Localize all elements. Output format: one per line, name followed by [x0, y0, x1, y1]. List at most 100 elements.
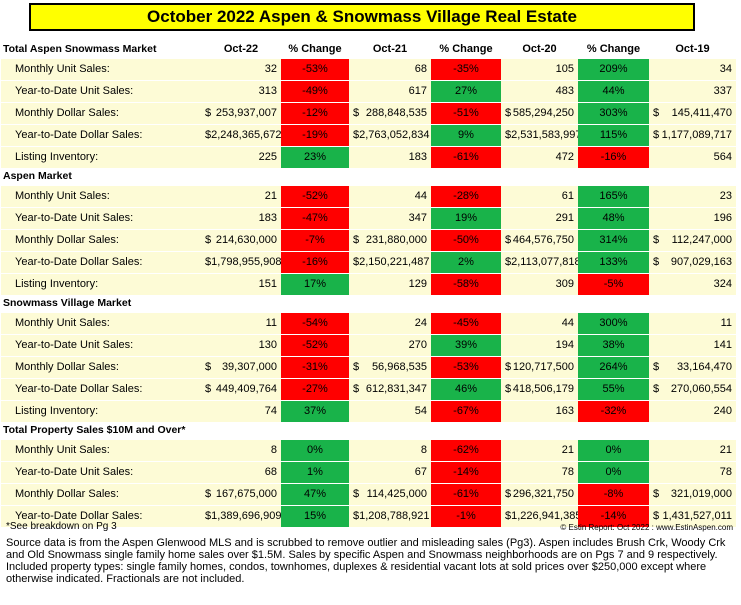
value-cell: $418,506,179: [501, 377, 578, 400]
percent-change-cell: 19%: [431, 206, 501, 229]
empty-header-cell: [281, 295, 349, 312]
value-cell: $612,831,347: [349, 377, 431, 400]
value-cell: $112,247,000: [649, 228, 736, 251]
dollar-sign: $: [505, 234, 512, 246]
percent-change-cell: -47%: [281, 206, 349, 229]
value-cell: $1,431,527,011: [649, 504, 736, 527]
value-cell: $231,880,000: [349, 228, 431, 251]
table-row: Monthly Unit Sales: 8 0% 8 -62% 21 0% 21: [1, 438, 736, 461]
column-header: % Change: [431, 41, 501, 58]
dollar-sign: $: [205, 383, 212, 395]
empty-header-cell: [501, 422, 578, 439]
value: 288,848,535: [365, 107, 427, 119]
value-cell: $214,630,000: [201, 228, 281, 251]
report-title: October 2022 Aspen & Snowmass Village Re…: [29, 3, 695, 31]
value-cell: 564: [649, 145, 736, 168]
value-cell: 151: [201, 272, 281, 295]
dollar-sign: $: [205, 510, 212, 523]
row-label: Year-to-Date Unit Sales:: [1, 79, 201, 102]
dollar-sign: $: [653, 107, 660, 119]
dollar-sign: $: [653, 129, 660, 141]
percent-change-cell: -14%: [578, 504, 649, 527]
percent-change-cell: -50%: [431, 228, 501, 251]
percent-change-cell: -28%: [431, 184, 501, 207]
row-label: Year-to-Date Dollar Sales:: [1, 250, 201, 273]
table-row: Year-to-Date Unit Sales: 130 -52% 270 39% 194…: [1, 333, 736, 356]
table-row: Listing Inventory: 225 23% 183 -61% 472 -16% 56…: [1, 145, 736, 168]
column-header: Oct-22: [201, 41, 281, 58]
value-cell: 78: [501, 460, 578, 483]
percent-change-cell: 165%: [578, 184, 649, 207]
value-cell: $2,763,052,834: [349, 123, 431, 146]
value-cell: 23: [649, 184, 736, 207]
value-cell: 163: [501, 399, 578, 422]
value-cell: 617: [349, 79, 431, 102]
dollar-sign: $: [205, 107, 212, 119]
value-cell: 183: [201, 206, 281, 229]
value-cell: 183: [349, 145, 431, 168]
dollar-sign: $: [353, 129, 360, 141]
value-cell: 34: [649, 57, 736, 80]
value-cell: $2,150,221,487: [349, 250, 431, 273]
row-label: Year-to-Date Dollar Sales:: [1, 377, 201, 400]
value-cell: 8: [201, 438, 281, 461]
value: 1,798,955,908: [211, 256, 281, 268]
empty-header-cell: [201, 422, 281, 439]
value: 585,294,250: [512, 107, 574, 119]
row-label: Monthly Dollar Sales:: [1, 482, 201, 505]
section-header: Total Aspen Snowmass Market Oct-22% Chang…: [1, 41, 736, 58]
percent-change-cell: 0%: [578, 460, 649, 483]
percent-change-cell: -19%: [281, 123, 349, 146]
value: 296,321,750: [512, 488, 574, 500]
section-title: Total Property Sales $10M and Over*: [1, 422, 201, 439]
value-cell: $321,019,000: [649, 482, 736, 505]
dollar-sign: $: [505, 383, 512, 395]
value-cell: 196: [649, 206, 736, 229]
dollar-sign: $: [353, 234, 360, 246]
value: 1,389,696,909: [211, 510, 281, 523]
dollar-sign: $: [205, 129, 212, 141]
value-cell: 324: [649, 272, 736, 295]
value: 2,150,221,487: [359, 256, 430, 268]
value: 907,029,163: [670, 256, 732, 268]
dollar-sign: $: [653, 361, 660, 373]
percent-change-cell: -62%: [431, 438, 501, 461]
value-cell: $2,113,077,818: [501, 250, 578, 273]
percent-change-cell: 39%: [431, 333, 501, 356]
row-label: Monthly Unit Sales:: [1, 184, 201, 207]
table-row: Year-to-Date Dollar Sales: $1,798,955,908…: [1, 250, 736, 273]
percent-change-cell: 0%: [281, 438, 349, 461]
value-cell: 61: [501, 184, 578, 207]
value-cell: $449,409,764: [201, 377, 281, 400]
empty-header-cell: [349, 295, 431, 312]
percent-change-cell: -35%: [431, 57, 501, 80]
percent-change-cell: -61%: [431, 145, 501, 168]
value: 1,208,788,921: [359, 510, 430, 523]
value-cell: 240: [649, 399, 736, 422]
value: 1,177,089,717: [661, 129, 732, 141]
empty-header-cell: [201, 168, 281, 185]
value-cell: $253,937,007: [201, 101, 281, 124]
value-cell: 21: [649, 438, 736, 461]
empty-header-cell: [431, 295, 501, 312]
empty-header-cell: [281, 168, 349, 185]
percent-change-cell: 9%: [431, 123, 501, 146]
percent-change-cell: 133%: [578, 250, 649, 273]
section-title: Aspen Market: [1, 168, 201, 185]
empty-header-cell: [431, 168, 501, 185]
percent-change-cell: 17%: [281, 272, 349, 295]
row-label: Listing Inventory:: [1, 145, 201, 168]
dollar-sign: $: [505, 256, 512, 268]
value-cell: 347: [349, 206, 431, 229]
row-label: Listing Inventory:: [1, 399, 201, 422]
empty-header-cell: [578, 295, 649, 312]
value-cell: 105: [501, 57, 578, 80]
column-header: % Change: [281, 41, 349, 58]
table-row: Monthly Dollar Sales: $167,675,000 47% $114…: [1, 482, 736, 505]
table-row: Year-to-Date Unit Sales: 183 -47% 347 19% 291…: [1, 206, 736, 229]
percent-change-cell: 209%: [578, 57, 649, 80]
percent-change-cell: -7%: [281, 228, 349, 251]
percent-change-cell: 300%: [578, 311, 649, 334]
value: 1,431,527,011: [662, 510, 732, 523]
dollar-sign: $: [505, 129, 512, 141]
